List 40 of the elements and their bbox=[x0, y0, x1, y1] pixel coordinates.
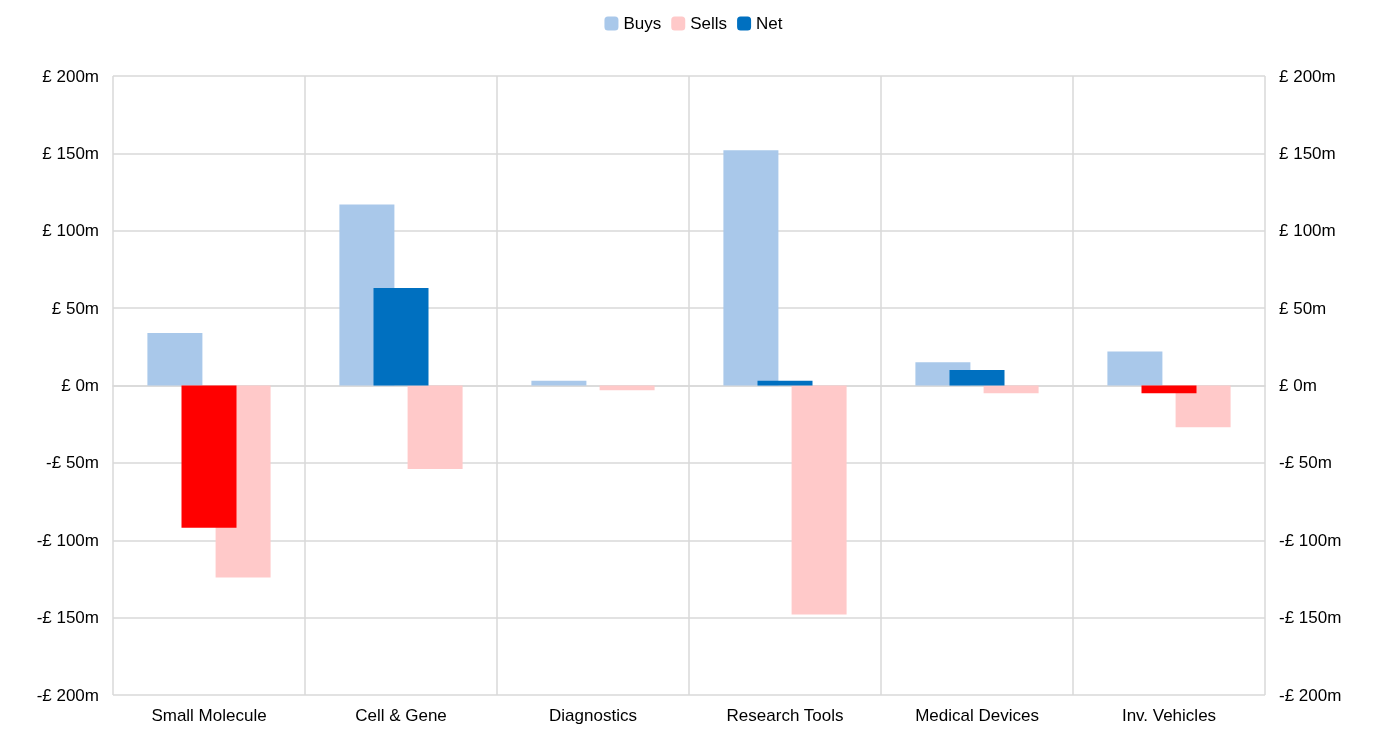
y2-tick-label: -£ 200m bbox=[1279, 685, 1342, 705]
bar bbox=[1141, 385, 1197, 394]
y-tick-label: £ 0m bbox=[61, 376, 99, 395]
bar bbox=[147, 332, 203, 386]
x-tick-label: Medical Devices bbox=[915, 706, 1039, 725]
y2-tick-label: -£ 50m bbox=[1279, 453, 1332, 473]
bar bbox=[407, 385, 463, 470]
y2-tick-label: £ 200m bbox=[1279, 66, 1336, 86]
y2-tick-label: -£ 100m bbox=[1279, 530, 1342, 550]
bar bbox=[181, 385, 237, 528]
x-tick-label: Research Tools bbox=[726, 706, 844, 725]
y2-tick-label: -£ 150m bbox=[1279, 608, 1342, 628]
y2-tick-label: £ 150m bbox=[1279, 143, 1336, 163]
bar bbox=[723, 150, 779, 386]
x-tick-label: Inv. Vehicles bbox=[1121, 706, 1217, 725]
x-tick-label: Small Molecule bbox=[151, 706, 267, 725]
y-tick-label: -£ 200m bbox=[36, 685, 99, 705]
y2-tick-label: £ 0m bbox=[1279, 376, 1317, 395]
legend-label: Sells bbox=[690, 14, 728, 33]
bar bbox=[791, 385, 847, 615]
bar bbox=[757, 380, 813, 386]
y-tick-label: £ 50m bbox=[51, 298, 99, 318]
legend-label: Net bbox=[756, 14, 783, 33]
y-tick-label: -£ 100m bbox=[36, 530, 99, 550]
y2-tick-label: £ 50m bbox=[1279, 298, 1327, 318]
y-tick-label: £ 150m bbox=[42, 143, 99, 163]
x-tick-label: Cell & Gene bbox=[355, 706, 447, 725]
legend-label: Buys bbox=[623, 14, 662, 33]
bar bbox=[983, 385, 1039, 394]
bar bbox=[373, 288, 429, 386]
bar bbox=[949, 370, 1005, 386]
y-tick-label: £ 200m bbox=[42, 66, 99, 86]
bar bbox=[531, 380, 587, 386]
y-tick-label: -£ 150m bbox=[36, 608, 99, 628]
y2-tick-label: £ 100m bbox=[1279, 221, 1336, 241]
x-tick-label: Diagnostics bbox=[549, 706, 637, 725]
bar bbox=[1107, 351, 1163, 386]
y-tick-label: £ 100m bbox=[42, 221, 99, 241]
y-tick-label: -£ 50m bbox=[46, 453, 99, 473]
bar bbox=[1175, 385, 1231, 428]
